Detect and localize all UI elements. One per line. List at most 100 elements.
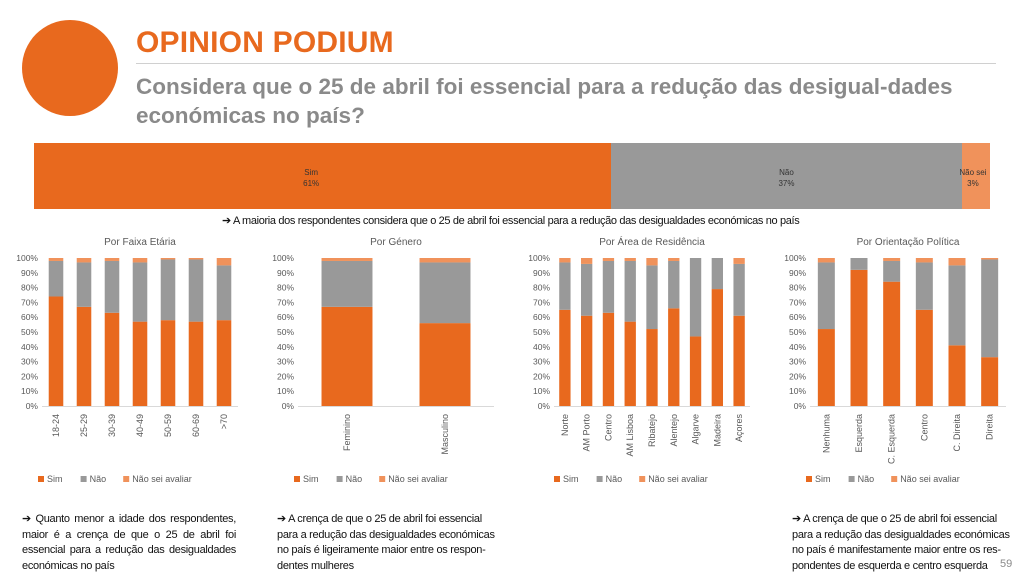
y-tick-label: 40% [789, 342, 806, 352]
bar-segment-sim [216, 320, 232, 406]
y-tick-label: 30% [533, 357, 550, 367]
legend-swatch [596, 476, 603, 482]
chart-political-orientation: Por Orientação Política 0% 10% 20% 30% 40% 50%… [784, 237, 1006, 484]
bar-segment-não-sei-avaliar [321, 258, 373, 261]
overall-segment-label: Não sei 3% [959, 167, 986, 189]
y-tick-label: 50% [21, 327, 38, 337]
bar-segment-sim [321, 306, 373, 406]
x-tick-label: 50-59 [163, 414, 173, 437]
bar-segment-não [216, 265, 232, 321]
bar-segment-não [711, 258, 723, 290]
bar-segment-não-sei-avaliar [602, 258, 615, 261]
y-tick-label: 100% [272, 253, 294, 263]
y-tick-label: 80% [277, 283, 294, 293]
legend-label: Sim [815, 474, 831, 484]
y-tick-label: 70% [21, 297, 38, 307]
y-tick-label: 60% [789, 312, 806, 322]
bar-segment-não-sei-avaliar [559, 258, 571, 263]
segment-name: Não sei [959, 168, 987, 177]
y-tick-label: 40% [21, 342, 38, 352]
overall-stacked-bar: Sim 61% Não 37% Não sei 3% [34, 143, 990, 209]
bar-segment-não-sei-avaliar [76, 258, 92, 263]
y-tick-label: 70% [789, 297, 806, 307]
x-tick-label: AM Porto [582, 414, 592, 452]
y-tick-label: 50% [277, 327, 294, 337]
legend-label: Não [90, 474, 107, 484]
legend-swatch [38, 476, 44, 482]
brand-logo-circle [22, 20, 118, 116]
y-tick-label: 20% [21, 371, 38, 381]
y-tick-label: 80% [789, 283, 806, 293]
bar-segment-não-sei-avaliar [915, 258, 933, 263]
title-divider [136, 63, 996, 64]
bar-segment-não-sei-avaliar [883, 258, 901, 261]
overall-segment-3: Não sei 3% [959, 143, 990, 209]
legend-swatch [639, 476, 646, 482]
summary-text: ➔ A maioria dos respondentes considera q… [222, 215, 800, 227]
legend-swatch [891, 476, 898, 482]
bar-segment-não-sei-avaliar [817, 258, 835, 263]
bar-segment-não [48, 260, 64, 297]
y-tick-label: 60% [277, 312, 294, 322]
bar-segment-não-sei-avaliar [216, 258, 232, 266]
y-tick-label: 50% [789, 327, 806, 337]
y-tick-label: 90% [21, 268, 38, 278]
legend-swatch [379, 476, 386, 482]
bar-segment-não-sei-avaliar [646, 258, 658, 266]
legend-label: Não [346, 474, 363, 484]
y-tick-label: 40% [533, 342, 550, 352]
chart-title: Por Área de Residência [599, 235, 705, 248]
y-tick-label: 40% [277, 342, 294, 352]
bar-segment-não [668, 260, 680, 309]
x-tick-label: Açores [734, 414, 744, 443]
chart-title: Por Faixa Etária [104, 237, 176, 248]
bar-segment-não-sei-avaliar [581, 258, 593, 264]
legend-swatch [848, 476, 855, 482]
legend-label: Não sei avaliar [132, 474, 192, 484]
chart-age-group: Por Faixa Etária 0% 10% 20% 30% 40% 50% 60% 70% 8… [16, 237, 238, 484]
segment-name: Sim [304, 168, 319, 177]
x-tick-label: AM Lisboa [625, 414, 635, 457]
chart-residence-area: Por Área de Residência 0% 10% 20% 30% 40% 50% 6… [528, 235, 750, 484]
legend-swatch [123, 476, 130, 482]
legend-label: Sim [563, 474, 579, 484]
legend-swatch [294, 476, 300, 482]
bar-segment-sim [711, 289, 723, 406]
y-tick-label: 20% [789, 371, 806, 381]
bar-segment-não [981, 259, 999, 358]
bar-segment-sim [733, 315, 745, 406]
bar-segment-sim [581, 315, 593, 406]
y-tick-label: 20% [533, 371, 550, 381]
x-tick-label: Norte [560, 414, 570, 436]
y-tick-label: 90% [789, 268, 806, 278]
y-tick-label: 80% [21, 283, 38, 293]
bar-segment-não-sei-avaliar [104, 258, 120, 261]
x-tick-label: C. Esquerda [887, 414, 897, 464]
bar-segment-não-sei-avaliar [981, 258, 999, 260]
segment-value: 37% [778, 179, 795, 188]
bar-segment-sim [419, 323, 471, 406]
legend-label: Sim [47, 474, 63, 484]
y-tick-label: 20% [277, 371, 294, 381]
bar-segment-não-sei-avaliar [132, 258, 148, 263]
y-tick-label: 10% [21, 386, 38, 396]
x-tick-label: 30-39 [107, 414, 117, 437]
bar-segment-não [602, 260, 615, 313]
bar-segment-sim [646, 329, 658, 406]
legend-label: Sim [303, 474, 319, 484]
bar-segment-não [646, 265, 658, 330]
segment-value: 61% [303, 179, 320, 188]
bar-segment-não [624, 260, 636, 322]
bar-segment-não [817, 262, 835, 330]
segment-name: Não [779, 168, 794, 177]
bar-segment-sim [850, 269, 868, 406]
note-gender: ➔ A crença de que o 25 de abril foi esse… [277, 513, 495, 572]
x-tick-label: >70 [219, 414, 229, 429]
bar-segment-sim [132, 321, 148, 406]
chart-gender: Por Género 0% 10% 20% 30% 40% 50% 60% 70% 80% 90% 1… [272, 237, 494, 484]
segment-value: 3% [967, 179, 979, 188]
y-tick-label: 0% [794, 401, 807, 411]
x-tick-label: Algarve [691, 414, 701, 445]
bar-segment-não [419, 262, 471, 324]
bar-segment-sim [602, 312, 615, 406]
